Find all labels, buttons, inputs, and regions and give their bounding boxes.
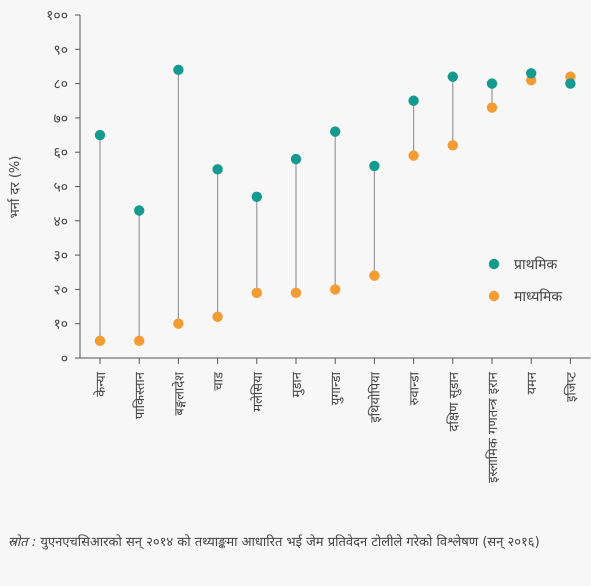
y-tick-label: ८० <box>53 77 68 93</box>
primary-point <box>447 71 458 82</box>
y-axis-label: भर्ना दर (%) <box>7 156 23 219</box>
primary-point <box>565 78 576 89</box>
secondary-point <box>447 140 458 151</box>
secondary-point <box>212 311 223 323</box>
primary-point <box>134 205 145 216</box>
y-tick-label: ३० <box>53 248 68 264</box>
secondary-point <box>486 102 498 113</box>
x-tick-label: यमन <box>525 371 540 394</box>
primary-point <box>212 164 223 175</box>
secondary-point <box>369 270 380 281</box>
secondary-point <box>408 150 419 161</box>
y-tick-label: २० <box>53 282 68 298</box>
y-tick-label: ० <box>61 351 68 367</box>
primary-point <box>251 191 262 202</box>
legend-label: माध्यमिक <box>514 288 562 305</box>
x-tick-label: रुवान्डा <box>408 371 423 405</box>
x-tick-label: चाड <box>212 371 227 391</box>
enrollment-dot-chart: ० १० २० ३० ४० ५० ६० ७० ८० ९० १०० भर्ना दर (%) केन्या… <box>7 8 591 483</box>
y-tick-label: १० <box>53 317 68 333</box>
secondary-point <box>330 284 341 295</box>
primary-point <box>486 78 498 89</box>
secondary-point <box>94 335 106 347</box>
y-tick-label: ७० <box>53 111 68 127</box>
legend-label: प्राथमिक <box>514 256 558 273</box>
x-tick-label: मुडान <box>290 371 305 397</box>
x-tick-label: इजिप्ट <box>563 372 579 402</box>
primary-point <box>369 160 380 172</box>
x-tick-label: पाकिस्तान <box>132 371 148 419</box>
source-text: युएनएचसिआरको सन् २०१४ को तथ्याङ्कमा आधार… <box>36 535 540 550</box>
source-note: स्रोत : युएनएचसिआरको सन् २०१४ को तथ्याङ्… <box>8 532 586 554</box>
x-tick-label: मलेसिया <box>250 371 266 411</box>
y-tick-label: ६० <box>53 145 68 161</box>
x-tick-label: दक्षिण सुडान <box>446 371 462 431</box>
secondary-point <box>134 335 145 347</box>
y-tick-label: ९० <box>53 42 68 58</box>
legend-marker <box>488 290 500 302</box>
y-tick-label: १०० <box>46 8 68 24</box>
x-tick-label: इस्लामिक गणतन्त्र इरान <box>485 371 501 483</box>
x-tick-label: केन्या <box>93 371 109 396</box>
primary-point <box>94 129 106 141</box>
legend-marker <box>488 258 500 270</box>
primary-point <box>330 126 341 137</box>
secondary-point <box>251 287 262 299</box>
y-tick-label: ४० <box>53 214 68 230</box>
secondary-point <box>173 318 184 329</box>
primary-point <box>526 68 537 79</box>
x-tick-label: इथियोपिया <box>367 371 383 422</box>
x-tick-label: बङ्गलादेश <box>171 371 187 416</box>
primary-point <box>408 95 419 106</box>
x-tick-label: युगान्डा <box>329 371 344 405</box>
source-prefix: स्रोत : <box>8 535 37 550</box>
primary-point <box>290 153 302 165</box>
y-tick-label: ५० <box>53 180 68 196</box>
primary-point <box>173 64 184 76</box>
secondary-point <box>290 287 302 299</box>
